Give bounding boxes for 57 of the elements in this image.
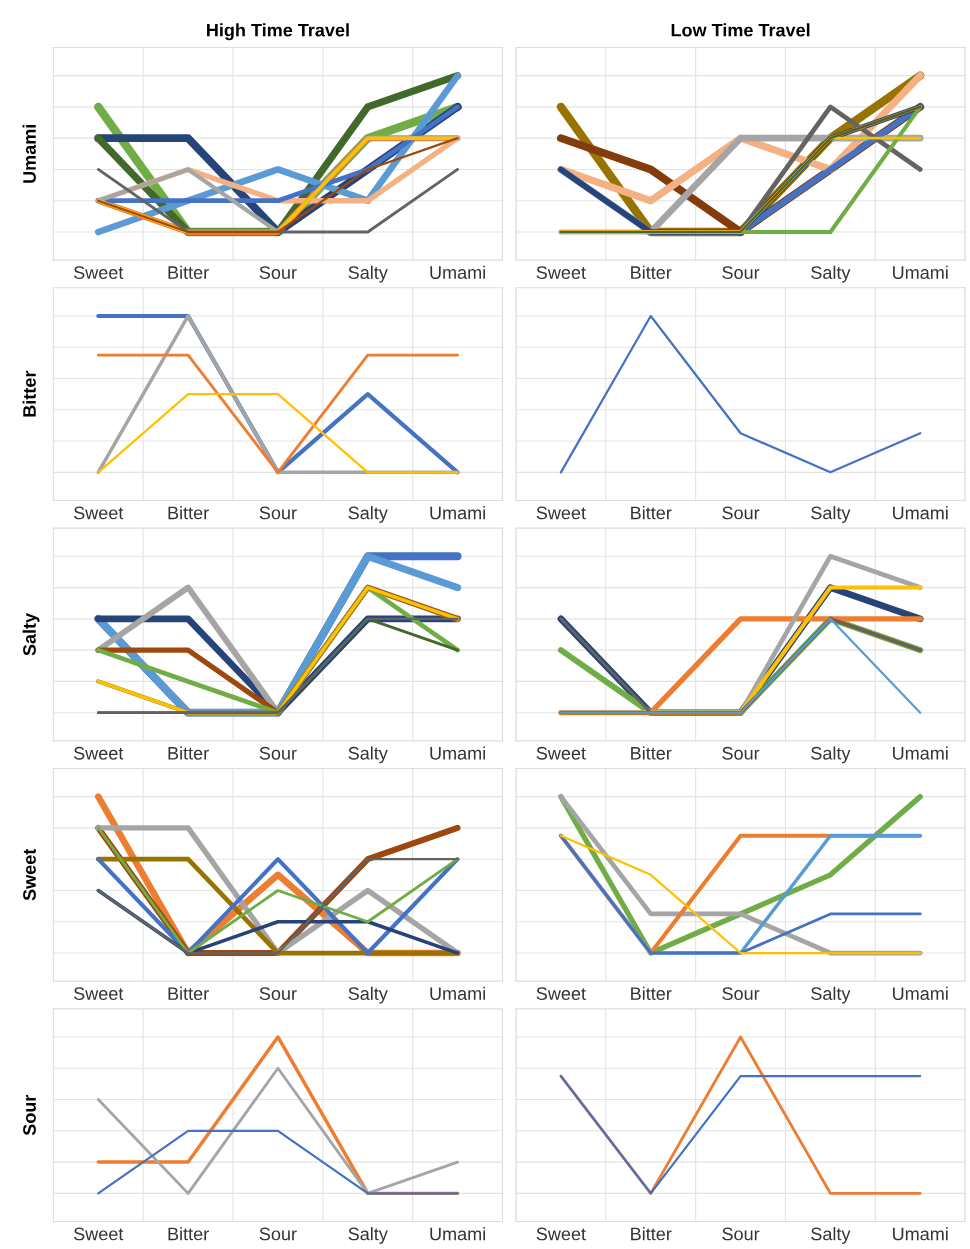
x-tick-label: Salty	[348, 506, 388, 523]
x-tick-label: Salty	[811, 1227, 851, 1244]
x-tick-label: Sour	[259, 1227, 297, 1241]
x-tick-label: Bitter	[631, 1227, 672, 1241]
x-tick-label: Sour	[722, 987, 760, 1000]
x-tick-label: Salty	[348, 986, 388, 1004]
x-tick-label: Bitter	[168, 506, 209, 520]
x-tick-label: Bitter	[631, 265, 672, 279]
x-tick-label: Sweet	[536, 746, 586, 760]
x-tick-label: Sour	[259, 506, 297, 520]
chart-title: Low Time Travel	[671, 23, 810, 37]
x-tick-label: Umami	[893, 746, 948, 760]
x-tick-label: Salty	[348, 265, 388, 283]
x-tick-label: Bitter	[631, 746, 672, 760]
x-tick-label: Bitter	[631, 986, 672, 1000]
x-tick-label: Salty	[811, 986, 851, 1004]
x-tick-label: Sweet	[536, 987, 586, 1000]
x-tick-label: Sour	[722, 506, 760, 520]
x-tick-label: Umami	[893, 986, 948, 1000]
x-tick-label: Salty	[811, 265, 851, 283]
x-tick-label: Bitter	[168, 746, 209, 760]
x-tick-label: Bitter	[168, 1227, 209, 1241]
x-tick-label: Sour	[259, 987, 297, 1000]
x-tick-label: Salty	[348, 1227, 388, 1244]
x-tick-label: Sweet	[536, 506, 586, 520]
chart-title: High Time Travel	[207, 23, 349, 41]
x-tick-label: Sour	[259, 746, 297, 760]
x-tick-label: Bitter	[168, 986, 209, 1000]
x-tick-label: Bitter	[168, 265, 209, 279]
y-axis-title: Sour	[23, 1094, 36, 1136]
x-tick-label: Sour	[722, 1227, 760, 1241]
x-tick-label: Umami	[893, 506, 948, 520]
x-tick-label: Sweet	[74, 1227, 124, 1241]
x-tick-label: Sour	[722, 746, 760, 760]
x-tick-label: Salty	[811, 746, 851, 764]
x-tick-label: Sweet	[74, 746, 124, 760]
x-tick-label: Sweet	[536, 1227, 586, 1241]
y-axis-title: Salty	[22, 613, 40, 656]
y-axis-title: Sweet	[23, 848, 36, 901]
x-tick-label: Sweet	[74, 987, 124, 1000]
x-tick-label: Umami	[430, 1227, 485, 1241]
y-axis-title: Umami	[22, 124, 36, 183]
x-tick-label: Sweet	[74, 266, 124, 279]
x-tick-label: Sour	[722, 266, 760, 279]
x-tick-label: Sweet	[536, 266, 586, 279]
x-tick-label: Umami	[430, 506, 485, 520]
x-tick-label: Bitter	[631, 506, 672, 520]
x-tick-label: Salty	[348, 746, 388, 764]
y-axis-title: Bitter	[22, 370, 36, 417]
x-tick-label: Umami	[430, 746, 485, 760]
x-tick-label: Sweet	[74, 506, 124, 520]
x-tick-label: Salty	[811, 506, 851, 523]
x-tick-label: Umami	[430, 986, 485, 1000]
x-tick-label: Umami	[893, 265, 948, 279]
x-tick-label: Umami	[893, 1227, 948, 1241]
x-tick-label: Sour	[259, 266, 297, 279]
x-tick-label: Umami	[430, 265, 485, 279]
